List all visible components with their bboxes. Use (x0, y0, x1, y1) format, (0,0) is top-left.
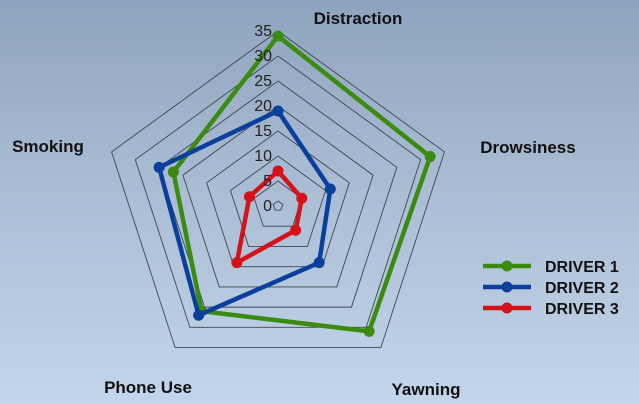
series-line-1 (171, 33, 433, 334)
series-1 (167, 30, 436, 337)
legend-item-3: DRIVER 3 (483, 301, 619, 318)
series-layer (153, 30, 436, 337)
grid-layer (111, 30, 445, 349)
grid-ring-35 (111, 30, 445, 349)
axis-label-layer: Distraction Drowsiness Yawning Phone Use Smo… (12, 9, 576, 399)
grid-ring-10 (229, 155, 327, 247)
tick-label-25: 25 (254, 73, 272, 90)
point-1-drowsiness (424, 151, 436, 163)
point-2-drowsiness (324, 183, 336, 195)
legend-label-3: DRIVER 3 (545, 301, 619, 318)
point-3-phone-use (231, 257, 243, 269)
tick-label-5: 5 (263, 173, 272, 190)
legend-label-2: DRIVER 2 (545, 280, 619, 297)
point-2-yawning (313, 257, 325, 269)
tick-label-30: 30 (254, 48, 272, 65)
axis-label-yawning: Yawning (392, 380, 461, 399)
legend-label-1: DRIVER 1 (545, 259, 619, 276)
tick-label-10: 10 (254, 148, 272, 165)
series-3 (231, 165, 308, 269)
point-2-phone-use (193, 309, 205, 321)
grid-ring-0 (272, 200, 284, 211)
series-line-3 (234, 168, 305, 265)
tick-layer: 0 5 10 15 20 25 30 35 (254, 23, 272, 215)
tick-label-35: 35 (254, 23, 272, 40)
point-1-yawning (363, 325, 375, 337)
grid-ring-15 (206, 130, 350, 268)
axis-label-phone-use: Phone Use (104, 378, 192, 397)
legend-marker-3 (501, 302, 513, 314)
legend: DRIVER 1 DRIVER 2 DRIVER 3 (483, 259, 619, 318)
point-3-distraction (272, 165, 284, 177)
point-3-smoking (243, 191, 255, 203)
point-1-distraction (272, 30, 284, 42)
point-2-distraction (272, 105, 284, 117)
series-2 (153, 105, 336, 321)
tick-label-0: 0 (263, 198, 272, 215)
series-line-2 (156, 108, 333, 318)
point-3-drowsiness (296, 192, 308, 204)
point-2-smoking (153, 161, 165, 173)
legend-item-1: DRIVER 1 (483, 259, 619, 276)
legend-marker-1 (501, 260, 513, 272)
point-1-smoking (167, 166, 179, 178)
legend-item-2: DRIVER 2 (483, 280, 619, 297)
grid-ring-25 (158, 80, 398, 308)
legend-marker-2 (501, 281, 513, 293)
tick-label-15: 15 (254, 123, 272, 140)
axis-label-distraction: Distraction (314, 9, 403, 28)
point-3-yawning (290, 224, 302, 236)
tick-label-20: 20 (254, 98, 272, 115)
axis-label-smoking: Smoking (12, 137, 84, 156)
grid-ring-30 (134, 55, 422, 328)
grid-ring-20 (182, 105, 374, 288)
axis-label-drowsiness: Drowsiness (480, 138, 575, 157)
